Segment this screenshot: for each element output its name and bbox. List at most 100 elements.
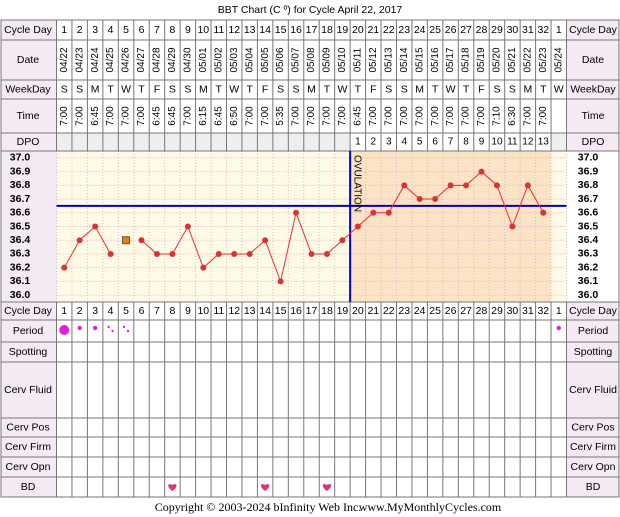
cycle-day: 7: [154, 24, 160, 36]
row-label: Period: [578, 325, 609, 337]
temp-point: [138, 237, 145, 244]
date: 04/28: [152, 47, 163, 72]
time: 7:00: [399, 106, 410, 126]
cycle-day: 13: [244, 305, 256, 317]
date: 04/23: [74, 47, 85, 72]
row-label: Cerv Fluid: [4, 384, 52, 396]
weekday: W: [121, 83, 131, 95]
date: 05/06: [275, 47, 286, 72]
temp-point: [401, 182, 408, 189]
weekday: W: [446, 83, 456, 95]
cycle-day: 12: [228, 24, 240, 36]
dpo: 7: [448, 137, 454, 148]
weekday: S: [61, 83, 68, 95]
row-label: Cycle Day: [4, 305, 53, 317]
cycle-day: 18: [321, 24, 333, 36]
date: 05/15: [414, 47, 425, 72]
date: 05/04: [244, 47, 255, 72]
time: 6:45: [90, 106, 101, 126]
cycle-day: 15: [275, 24, 287, 36]
row-label: Cerv Firm: [5, 441, 51, 453]
weekday: T: [216, 83, 223, 95]
weekday: T: [355, 83, 362, 95]
cycle-day: 23: [398, 24, 410, 36]
temp-point: [107, 250, 114, 257]
temp-point: [92, 223, 99, 230]
cycle-day: 19: [337, 305, 349, 317]
temp-point: [153, 250, 160, 257]
date: 05/05: [260, 47, 271, 72]
y-tick-label: 36.7: [578, 193, 599, 205]
time: 7:00: [337, 106, 348, 126]
cycle-day: 18: [321, 305, 333, 317]
cycle-day: 16: [290, 305, 302, 317]
dpo: 10: [491, 137, 503, 148]
ovulation-label: OVULATION: [351, 155, 362, 212]
time: 7:00: [445, 106, 456, 126]
date: 05/20: [492, 47, 503, 72]
row-label: DPO: [582, 136, 605, 148]
temp-point: [540, 209, 547, 216]
temp-point: [385, 209, 392, 216]
cycle-day: 19: [337, 24, 349, 36]
cycle-day: 1: [61, 24, 67, 36]
weekday: S: [401, 83, 408, 95]
row-label: Time: [582, 110, 605, 122]
cycle-day: 1: [556, 24, 562, 36]
cycle-day: 26: [445, 24, 457, 36]
cycle-day: 30: [507, 305, 519, 317]
cycle-day: 32: [537, 24, 549, 36]
y-tick-label: 37.0: [10, 152, 31, 164]
weekday: S: [277, 83, 284, 95]
time: 7:00: [136, 106, 147, 126]
weekday: T: [246, 83, 253, 95]
row-label: Time: [17, 110, 40, 122]
time: 7:10: [492, 106, 503, 126]
dpo: 13: [538, 137, 550, 148]
y-tick-label: 36.5: [578, 220, 599, 232]
period-mark: [122, 325, 126, 329]
cycle-day: 1: [556, 305, 562, 317]
row-label: Cerv Fluid: [569, 384, 617, 396]
temp-point: [354, 223, 361, 230]
date: 04/30: [183, 47, 194, 72]
row-label: Date: [17, 54, 39, 66]
cycle-day: 21: [367, 24, 379, 36]
temp-point: [524, 182, 531, 189]
time: 7:00: [430, 106, 441, 126]
cycle-day: 7: [154, 305, 160, 317]
time: 7:00: [538, 106, 549, 126]
y-tick-label: 36.2: [578, 261, 599, 273]
temp-point: [447, 182, 454, 189]
cycle-day: 9: [185, 305, 191, 317]
cycle-day: 29: [491, 305, 503, 317]
row-label: BD: [586, 481, 601, 493]
y-tick-label: 36.5: [10, 220, 31, 232]
time: 7:00: [322, 106, 333, 126]
row-label: Period: [13, 325, 44, 337]
row-label: DPO: [17, 136, 40, 148]
cycle-day: 8: [169, 24, 175, 36]
weekday: M: [307, 83, 316, 95]
weekday: M: [415, 83, 424, 95]
y-tick-label: 36.0: [10, 289, 31, 301]
y-tick-label: 37.0: [578, 152, 599, 164]
weekday: S: [385, 83, 392, 95]
time: 6:45: [213, 106, 224, 126]
bd-heart: [261, 484, 270, 491]
y-tick-label: 36.1: [10, 275, 31, 287]
cycle-day: 27: [460, 305, 472, 317]
temp-point: [509, 223, 516, 230]
cycle-day: 21: [367, 305, 379, 317]
cycle-day: 5: [123, 305, 129, 317]
period-mark: [59, 325, 70, 335]
date: 05/02: [213, 47, 224, 72]
weekday: S: [184, 83, 191, 95]
time: 7:00: [523, 106, 534, 126]
time: 7:00: [383, 106, 394, 126]
temp-point: [246, 250, 253, 257]
cycle-day: 24: [414, 24, 426, 36]
cycle-day: 28: [476, 24, 488, 36]
y-tick-label: 36.4: [578, 234, 599, 246]
